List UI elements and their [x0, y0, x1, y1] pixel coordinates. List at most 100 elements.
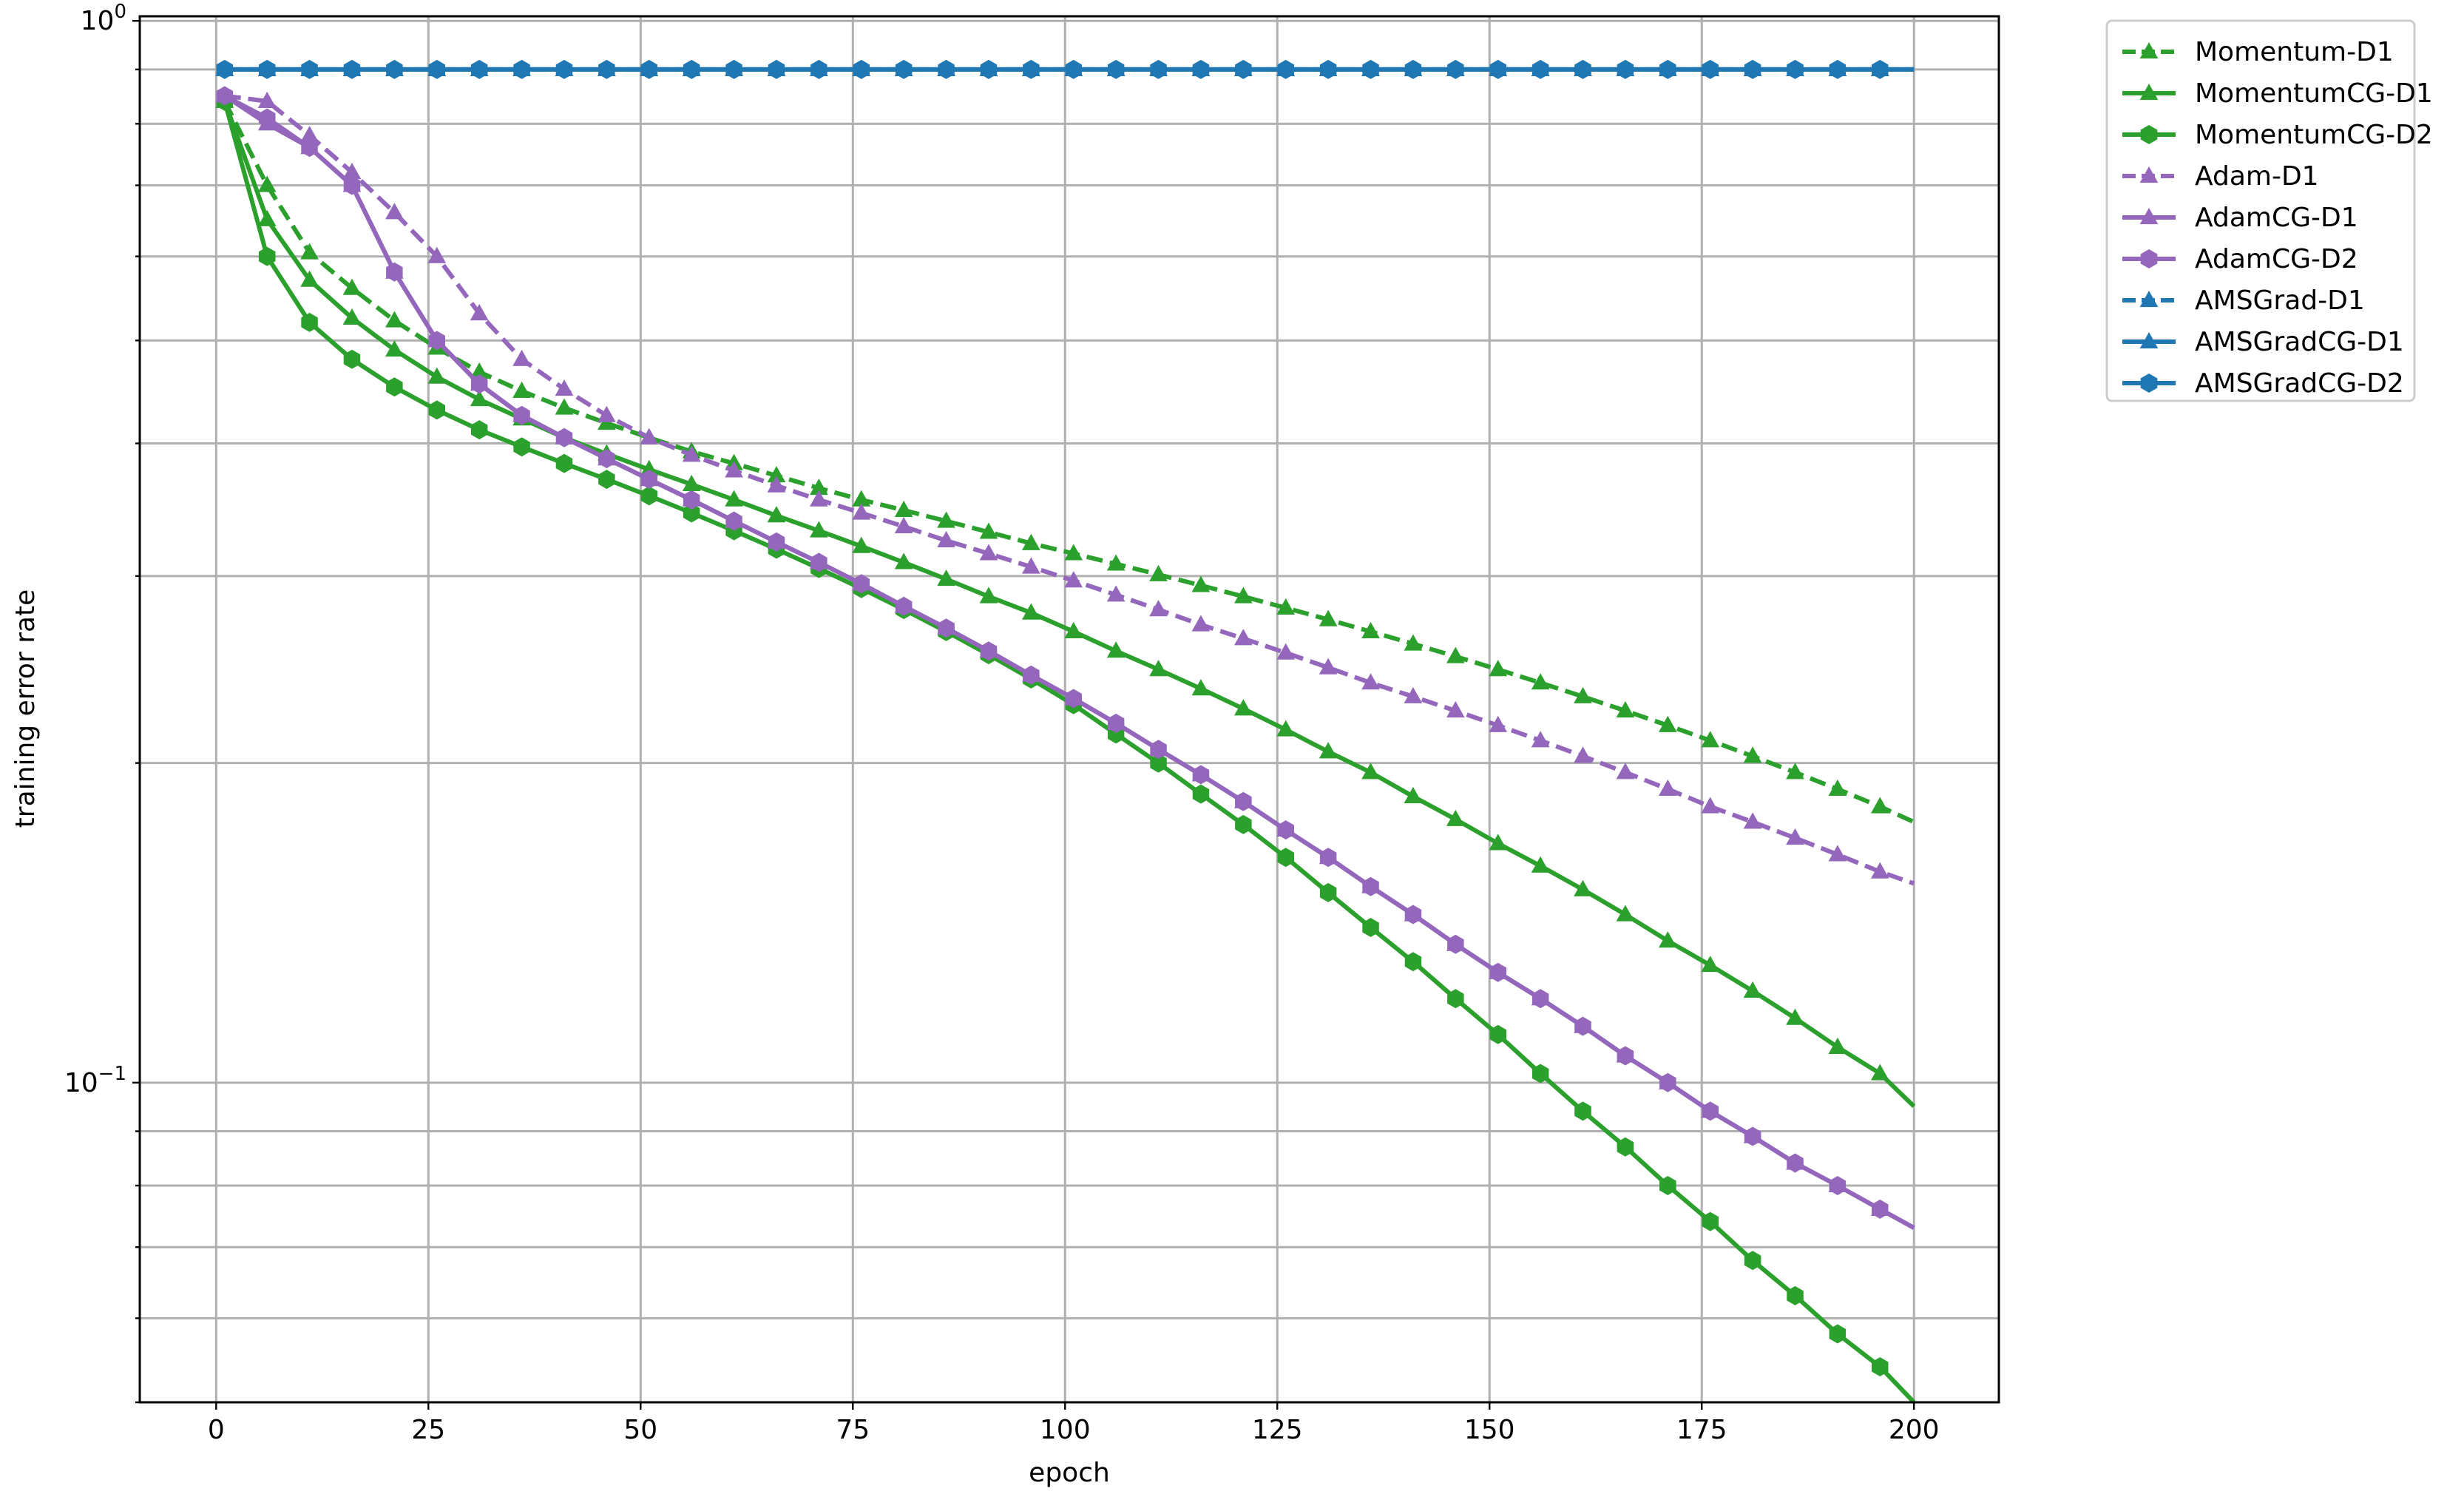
data-point	[300, 126, 319, 143]
data-point	[428, 59, 445, 79]
data-point	[1531, 673, 1550, 690]
data-point	[852, 503, 871, 520]
data-point	[470, 304, 489, 321]
data-point	[555, 453, 573, 473]
data-point	[1872, 59, 1889, 79]
data-point	[301, 138, 318, 158]
legend-item: AMSGradCG-D1	[2122, 327, 2404, 357]
data-point	[1658, 779, 1677, 797]
data-point	[1489, 962, 1506, 982]
data-point	[725, 511, 742, 531]
data-point	[1489, 715, 1508, 732]
data-point	[938, 59, 955, 79]
data-point	[682, 474, 701, 491]
legend-label: AMSGrad-D1	[2195, 285, 2365, 316]
data-point	[1361, 673, 1380, 690]
data-point	[1870, 862, 1889, 879]
data-point	[852, 536, 871, 553]
data-point	[1023, 665, 1040, 685]
data-point	[1829, 1176, 1847, 1195]
data-point	[979, 522, 998, 539]
data-point	[1064, 571, 1083, 588]
data-point	[1192, 784, 1210, 804]
data-point	[257, 175, 277, 192]
x-tick-label: 100	[1040, 1415, 1091, 1445]
data-point	[1233, 587, 1253, 604]
data-point	[1489, 1024, 1506, 1044]
data-point	[1744, 1251, 1761, 1271]
series-adam-d1	[215, 86, 1915, 886]
legend-item: AMSGrad-D1	[2122, 285, 2365, 316]
data-point	[1531, 989, 1549, 1009]
data-point	[1192, 59, 1210, 79]
data-point	[937, 569, 955, 587]
data-point	[1489, 59, 1506, 79]
data-point	[1531, 59, 1549, 79]
data-point	[598, 470, 615, 490]
data-point	[1404, 686, 1423, 703]
data-point	[598, 405, 616, 422]
data-point	[1319, 658, 1338, 675]
data-point	[1617, 59, 1634, 79]
data-point	[1743, 812, 1762, 829]
data-point	[1531, 856, 1550, 873]
data-point	[1702, 1101, 1719, 1121]
data-point	[1276, 720, 1296, 737]
data-point	[257, 209, 277, 226]
data-point	[470, 374, 488, 394]
data-point	[725, 461, 743, 478]
data-point	[810, 490, 828, 507]
data-point	[1702, 1211, 1719, 1231]
x-tick-label: 150	[1464, 1415, 1515, 1445]
data-point	[1150, 59, 1167, 79]
data-point	[1235, 814, 1252, 834]
series-line	[224, 93, 1915, 886]
data-point	[853, 59, 870, 79]
data-point	[1743, 981, 1762, 998]
data-point	[640, 427, 659, 445]
data-point	[767, 476, 786, 493]
x-tick-label: 0	[208, 1415, 225, 1445]
data-point	[1617, 1046, 1634, 1066]
data-point	[768, 59, 785, 79]
data-point	[767, 506, 786, 523]
data-point	[895, 59, 913, 79]
legend-box	[2105, 19, 2416, 402]
data-point	[894, 552, 913, 569]
legend-label: AMSGradCG-D1	[2195, 327, 2404, 357]
data-point	[1277, 848, 1294, 868]
data-point	[1828, 845, 1847, 862]
data-point	[342, 278, 362, 295]
data-point	[1235, 59, 1252, 79]
legend-label: AdamCG-D2	[2195, 244, 2358, 274]
data-point	[1023, 59, 1040, 79]
data-point	[1149, 564, 1168, 581]
data-point	[512, 381, 531, 398]
data-point	[853, 574, 870, 594]
legend-marker	[2139, 208, 2159, 225]
data-point	[1276, 598, 1296, 615]
data-point	[1701, 797, 1720, 814]
legend-item: AdamCG-D1	[2122, 203, 2358, 233]
data-point	[428, 400, 445, 420]
data-point	[1574, 59, 1591, 79]
data-point	[1446, 646, 1465, 663]
series-line	[223, 93, 1915, 1230]
data-point	[1531, 1064, 1549, 1084]
data-point	[1319, 848, 1337, 868]
data-point	[810, 59, 827, 79]
data-point	[555, 59, 573, 79]
legend-marker	[2140, 125, 2158, 144]
data-point	[1233, 699, 1253, 716]
data-point	[385, 311, 404, 328]
data-point	[1659, 1176, 1676, 1195]
data-point	[257, 91, 277, 109]
data-point	[810, 521, 828, 538]
data-point	[768, 532, 785, 552]
data-point	[683, 503, 700, 523]
x-tick-label: 125	[1252, 1415, 1303, 1445]
data-point	[1150, 753, 1167, 773]
data-point	[598, 59, 615, 79]
data-point	[1701, 956, 1720, 973]
data-point	[1065, 59, 1082, 79]
